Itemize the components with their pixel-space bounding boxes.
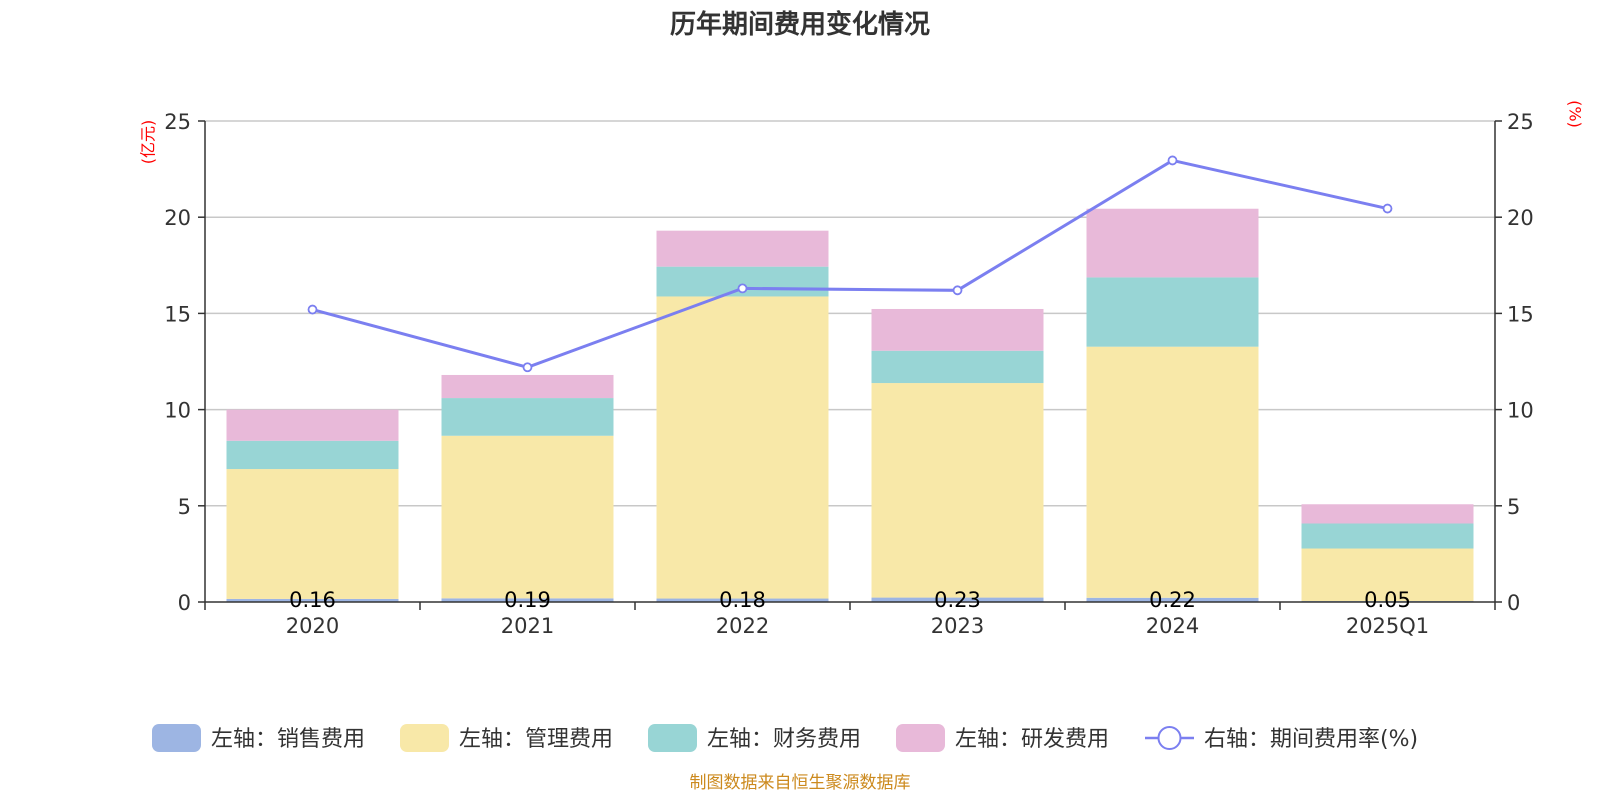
gridlines xyxy=(205,120,1495,507)
bar-value-label: 0.18 xyxy=(719,588,766,612)
bar-segment xyxy=(871,308,1044,351)
bar-value-labels: 0.16 0.19 0.18 0.23 0.22 0.05 xyxy=(289,588,1411,612)
rate-line-point xyxy=(1167,155,1178,166)
bar-segment xyxy=(1086,346,1259,598)
bar-value-label: 0.05 xyxy=(1364,588,1411,612)
bar-segment xyxy=(441,398,614,436)
left-axis-tick-label: 20 xyxy=(164,206,191,230)
bar-segment xyxy=(226,409,399,441)
bar-value-label: 0.19 xyxy=(504,588,551,612)
right-axis-tick-label: 10 xyxy=(1507,399,1534,423)
right-axis-tick-label: 5 xyxy=(1507,495,1520,519)
left-axis-tick-label: 25 xyxy=(164,110,191,134)
legend-label: 左轴：管理费用 xyxy=(459,727,613,752)
left-axis-tick-label: 10 xyxy=(164,399,191,423)
bar-value-label: 0.16 xyxy=(289,588,336,612)
rate-line-point xyxy=(307,304,318,315)
bar-segment xyxy=(1086,208,1259,278)
bar-segment xyxy=(226,440,399,470)
left-axis-tick-label: 0 xyxy=(178,591,191,615)
legend-label: 左轴：销售费用 xyxy=(211,727,365,752)
x-axis-category-label: 2023 xyxy=(931,614,984,638)
rate-line-point xyxy=(737,283,748,294)
legend-label: 右轴：期间费用率(%) xyxy=(1204,727,1418,752)
left-axis-tick-label: 5 xyxy=(178,495,191,519)
bar-segment xyxy=(656,230,829,267)
legend-swatch xyxy=(648,724,697,752)
legend-label: 左轴：财务费用 xyxy=(707,727,861,752)
legend-label: 左轴：研发费用 xyxy=(955,727,1109,752)
bar-segment xyxy=(871,383,1044,598)
x-axis-category-label: 2021 xyxy=(501,614,554,638)
rate-line xyxy=(312,158,1388,369)
x-axis-category-label: 2022 xyxy=(716,614,769,638)
bar-segment xyxy=(871,597,1044,602)
bar-segment xyxy=(441,598,614,602)
legend: 左轴：销售费用 左轴：管理费用 左轴：财务费用 左轴：研发费用 右轴：期间费用率(%) xyxy=(152,724,1418,752)
bar-value-label: 0.22 xyxy=(1149,588,1196,612)
x-axis-category-label: 2024 xyxy=(1146,614,1199,638)
right-axis-tick-label: 25 xyxy=(1507,110,1534,134)
bar-segment xyxy=(1301,523,1474,549)
data-source-note: 制图数据来自恒生聚源数据库 xyxy=(690,773,911,793)
bar-series xyxy=(226,208,1474,602)
rate-line-series xyxy=(307,155,1393,373)
right-axis-tick-label: 0 xyxy=(1507,591,1520,615)
bar-segment xyxy=(1086,277,1259,347)
x-axis-category-label: 2025Q1 xyxy=(1346,614,1429,638)
bar-segment xyxy=(226,598,399,602)
rate-line-point xyxy=(1382,203,1393,214)
left-axis-unit: (亿元) xyxy=(139,120,158,165)
legend-swatch xyxy=(896,724,945,752)
bar-segment xyxy=(441,435,614,599)
bar-segment xyxy=(441,374,614,399)
left-axis-tick-label: 15 xyxy=(164,302,191,326)
chart-title: 历年期间费用变化情况 xyxy=(670,9,930,40)
bar-segment xyxy=(1301,504,1474,524)
right-axis-unit: (%) xyxy=(1566,100,1585,128)
rate-line-point xyxy=(952,285,963,296)
legend-line-marker xyxy=(1157,726,1182,750)
rate-line-point xyxy=(522,362,533,373)
right-axis-tick-label: 15 xyxy=(1507,302,1534,326)
bar-segment xyxy=(656,296,829,599)
bar-segment xyxy=(1301,548,1474,602)
bar-segment xyxy=(871,350,1044,384)
bar-value-label: 0.23 xyxy=(934,588,981,612)
legend-swatch xyxy=(400,724,449,752)
bar-segment xyxy=(1086,597,1259,602)
axes: 0 5 10 15 20 25 0 5 10 15 20 25 2020 2021 2022 2023 2024… xyxy=(164,110,1533,638)
legend-swatch xyxy=(152,724,201,752)
x-axis-category-label: 2020 xyxy=(286,614,339,638)
bar-segment xyxy=(656,598,829,602)
bar-segment xyxy=(226,469,399,599)
right-axis-tick-label: 20 xyxy=(1507,206,1534,230)
